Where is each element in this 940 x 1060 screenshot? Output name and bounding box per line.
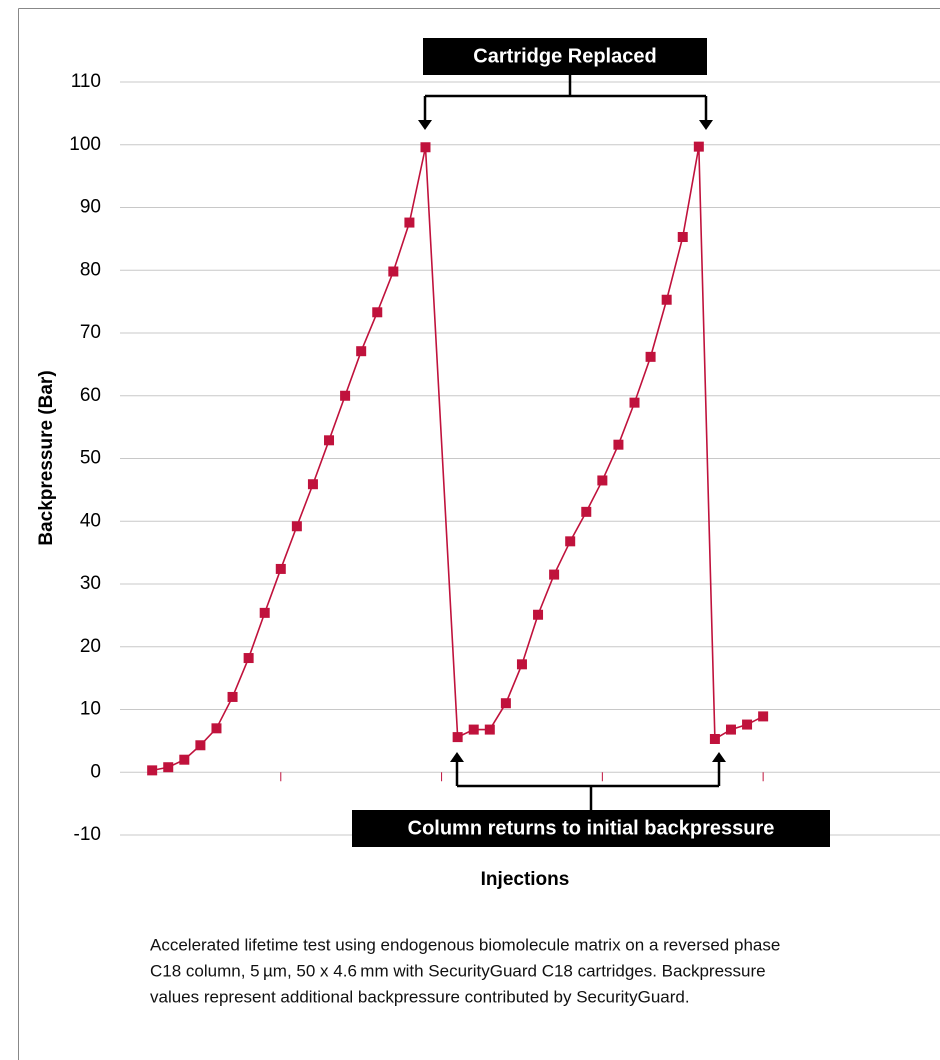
y-tick-label: 20 <box>80 636 101 657</box>
y-axis-label: Backpressure (Bar) <box>36 370 57 545</box>
annotation-top: Cartridge Replaced <box>418 38 713 130</box>
marker <box>291 521 302 532</box>
annotation-text: Column returns to initial backpressure <box>408 817 775 839</box>
y-tick-label: -10 <box>74 824 101 845</box>
annotation-box <box>352 810 830 847</box>
marker <box>709 733 720 744</box>
marker <box>243 653 254 664</box>
marker <box>195 740 206 751</box>
annotation-text: Cartridge Replaced <box>473 45 656 67</box>
marker <box>693 141 704 152</box>
marker <box>227 691 238 702</box>
marker <box>613 439 624 450</box>
marker <box>179 754 190 765</box>
marker <box>661 294 672 305</box>
y-tick-label: 40 <box>80 510 101 531</box>
marker <box>565 536 576 547</box>
marker <box>452 732 463 743</box>
y-tick-label: 30 <box>80 573 101 594</box>
marker <box>420 142 431 153</box>
marker <box>725 724 736 735</box>
y-tick-label: 10 <box>80 699 101 720</box>
caption-line: Accelerated lifetime test using endogeno… <box>150 935 780 954</box>
marker <box>677 231 688 242</box>
marker <box>340 390 351 401</box>
marker <box>581 506 592 517</box>
arrowheads <box>450 752 726 762</box>
marker <box>275 563 286 574</box>
marker <box>742 719 753 730</box>
marker <box>484 724 495 735</box>
y-tick-label: 100 <box>69 134 101 155</box>
y-tick-label: 50 <box>80 448 101 469</box>
bracket <box>455 760 721 810</box>
y-tick-label: 80 <box>80 259 101 280</box>
caption-line: values represent additional backpressure… <box>150 987 690 1006</box>
marker <box>597 475 608 486</box>
marker <box>372 307 383 318</box>
y-tick-label: 0 <box>90 761 101 782</box>
caption-line: C18 column, 5 µm, 50 x 4.6 mm with Secur… <box>150 961 766 980</box>
y-tick-label: 60 <box>80 385 101 406</box>
y-tick-label: 90 <box>80 197 101 218</box>
marker <box>468 724 479 735</box>
marker <box>404 217 415 228</box>
line <box>152 146 764 772</box>
bracket <box>423 75 708 122</box>
marker <box>629 397 640 408</box>
arrowheads <box>418 120 713 130</box>
y-tick-label: 70 <box>80 322 101 343</box>
x-axis-label: Injections <box>481 869 570 890</box>
marker <box>645 351 656 362</box>
marker <box>533 609 544 620</box>
marker <box>500 698 511 709</box>
marker <box>549 569 560 580</box>
marker <box>758 711 769 722</box>
marker <box>147 765 158 776</box>
annotation-box <box>423 38 707 75</box>
marker <box>516 659 527 670</box>
marker <box>307 479 318 490</box>
annotation-bottom: Column returns to initial backpressure <box>352 752 830 847</box>
marker <box>163 762 174 773</box>
marker <box>259 607 270 618</box>
plot-area: -10 0 10 20 30 40 50 60 70 80 90 100 110 <box>69 71 940 845</box>
marker <box>388 266 399 277</box>
y-tick-label: 110 <box>71 71 101 92</box>
marker <box>324 435 335 446</box>
marker <box>211 723 222 734</box>
marker <box>356 346 367 357</box>
